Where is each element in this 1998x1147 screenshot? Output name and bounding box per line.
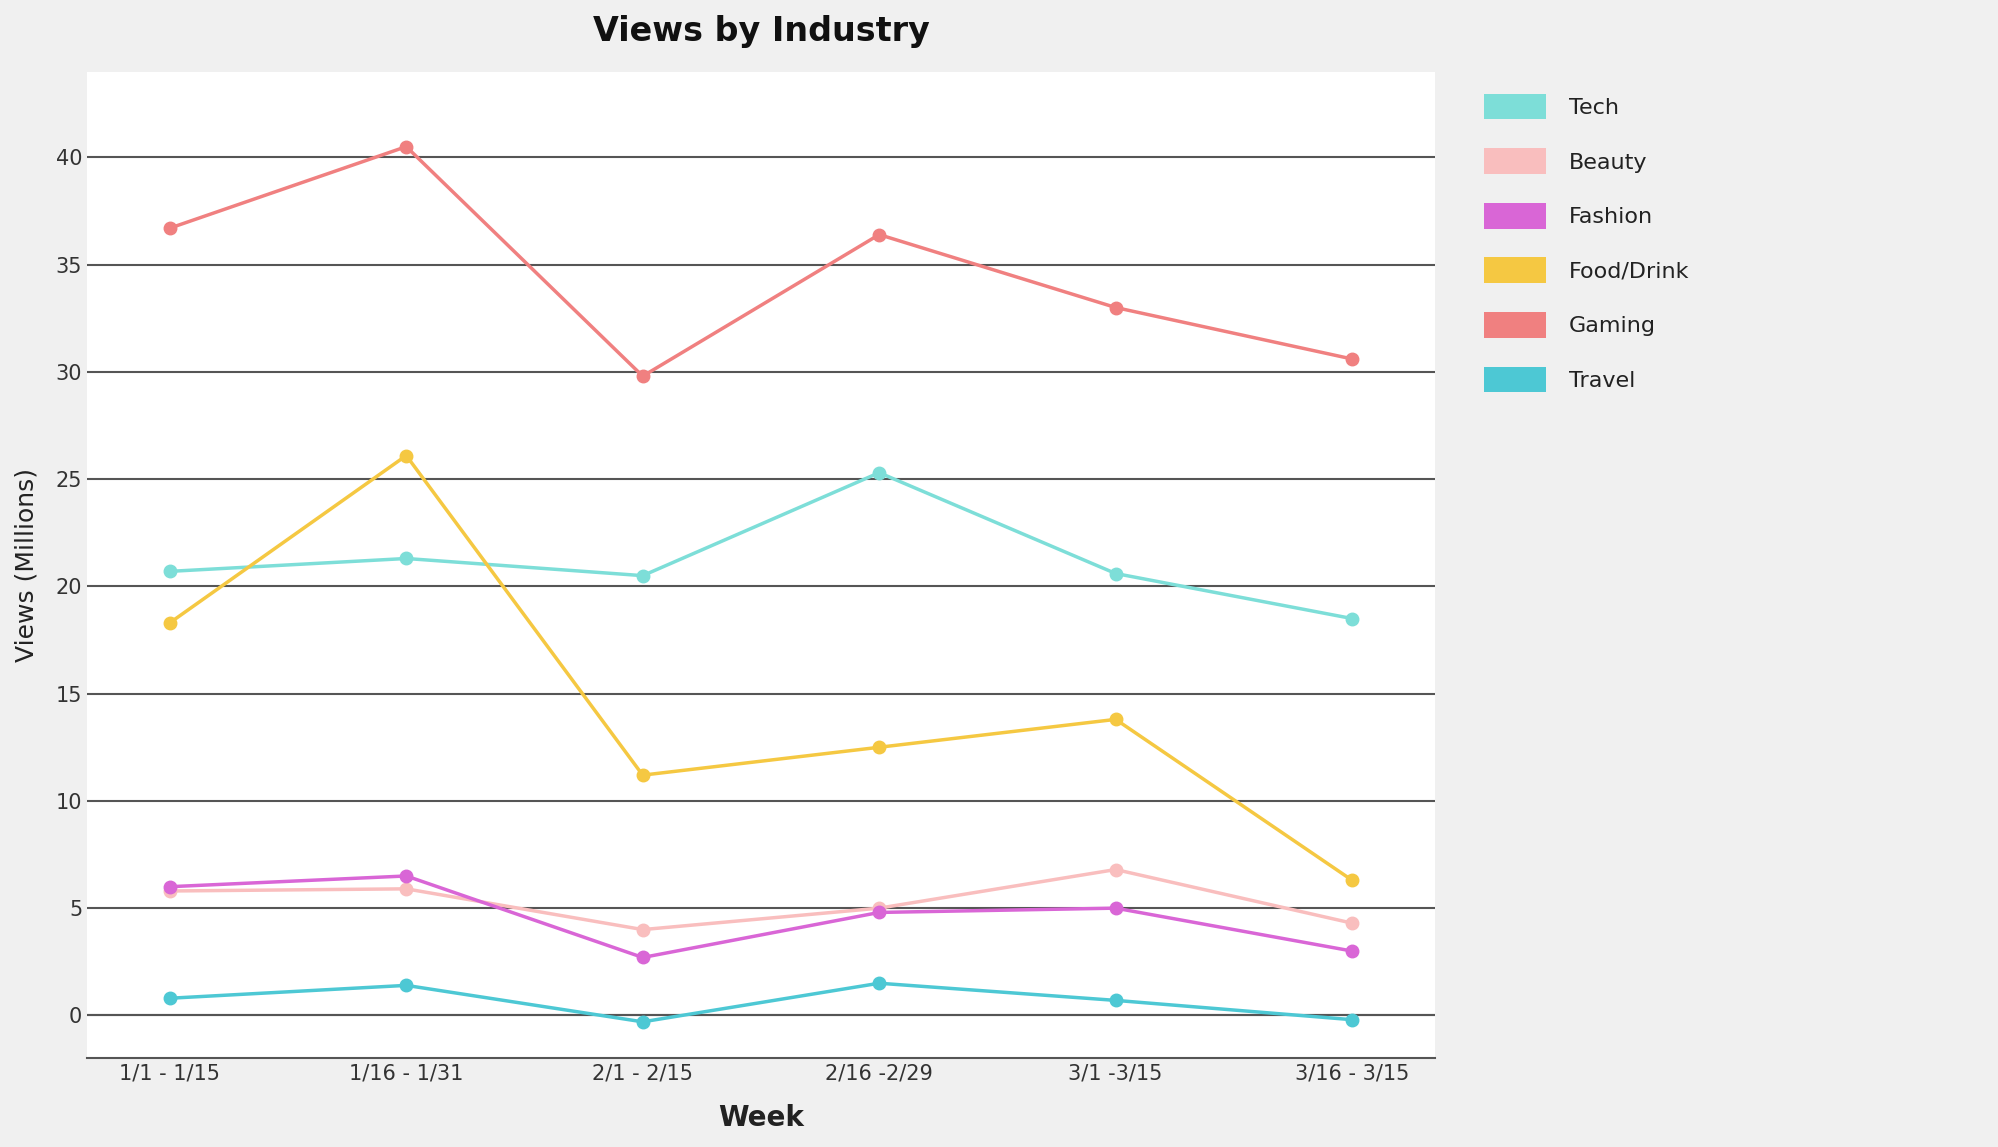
Tech xyxy=(1339,611,1363,625)
Food/Drink xyxy=(158,616,182,630)
Tech xyxy=(158,564,182,578)
Tech xyxy=(867,466,891,479)
Beauty xyxy=(158,884,182,898)
Gaming xyxy=(394,140,418,154)
Line: Gaming: Gaming xyxy=(164,140,1359,382)
Gaming xyxy=(158,221,182,235)
Line: Travel: Travel xyxy=(164,977,1359,1028)
Travel xyxy=(158,991,182,1005)
Line: Food/Drink: Food/Drink xyxy=(164,450,1359,887)
Y-axis label: Views (Millions): Views (Millions) xyxy=(16,468,40,662)
Tech xyxy=(1103,567,1127,580)
Fashion xyxy=(394,869,418,883)
Gaming xyxy=(1103,301,1127,314)
Beauty xyxy=(394,882,418,896)
Line: Tech: Tech xyxy=(164,467,1359,625)
Tech xyxy=(631,569,655,583)
Food/Drink xyxy=(1339,873,1363,887)
X-axis label: Week: Week xyxy=(717,1105,803,1132)
Travel xyxy=(631,1015,655,1029)
Travel xyxy=(1103,993,1127,1007)
Food/Drink xyxy=(631,768,655,782)
Fashion xyxy=(158,880,182,894)
Tech xyxy=(394,552,418,565)
Beauty xyxy=(867,902,891,915)
Beauty xyxy=(1103,863,1127,876)
Travel xyxy=(1339,1013,1363,1027)
Food/Drink xyxy=(867,740,891,754)
Line: Fashion: Fashion xyxy=(164,869,1359,963)
Beauty xyxy=(631,922,655,936)
Food/Drink xyxy=(1103,712,1127,726)
Fashion xyxy=(867,905,891,919)
Fashion xyxy=(631,951,655,965)
Gaming xyxy=(1339,352,1363,366)
Fashion xyxy=(1339,944,1363,958)
Travel xyxy=(394,978,418,992)
Legend: Tech, Beauty, Fashion, Food/Drink, Gaming, Travel: Tech, Beauty, Fashion, Food/Drink, Gamin… xyxy=(1473,83,1698,404)
Gaming xyxy=(631,369,655,383)
Title: Views by Industry: Views by Industry xyxy=(591,15,929,48)
Travel xyxy=(867,976,891,990)
Gaming xyxy=(867,228,891,242)
Food/Drink xyxy=(394,448,418,462)
Fashion xyxy=(1103,902,1127,915)
Line: Beauty: Beauty xyxy=(164,864,1359,936)
Beauty xyxy=(1339,916,1363,930)
